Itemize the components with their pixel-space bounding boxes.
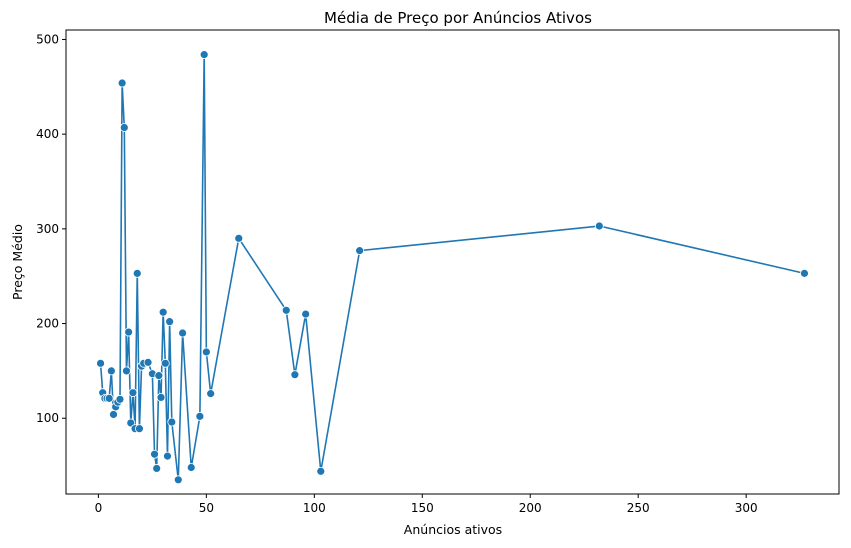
y-tick-label: 500 (36, 32, 59, 46)
x-tick-label: 0 (95, 501, 103, 515)
data-point (186, 463, 196, 472)
data-point (109, 410, 118, 419)
data-point (154, 371, 164, 381)
data-point (234, 233, 244, 243)
data-point (132, 268, 142, 278)
x-tick-label: 200 (519, 501, 542, 515)
data-point (178, 328, 187, 338)
x-tick-label: 150 (411, 501, 434, 515)
x-axis-label: Anúncios ativos (404, 522, 502, 537)
data-point (143, 357, 153, 367)
chart-title: Média de Preço por Anúncios Ativos (324, 9, 592, 27)
data-point (152, 464, 162, 473)
data-point (165, 317, 175, 327)
data-point (160, 358, 170, 368)
data-point (316, 466, 326, 476)
data-point (122, 366, 131, 376)
data-point (115, 394, 125, 404)
x-tick-label: 100 (303, 501, 326, 515)
plot-marks (96, 50, 809, 485)
data-point (800, 268, 809, 278)
data-point (150, 449, 159, 459)
data-point (199, 50, 209, 60)
data-point (201, 347, 211, 357)
data-point (173, 475, 183, 485)
data-point (301, 309, 311, 319)
data-point (135, 424, 144, 434)
data-point (128, 388, 138, 398)
data-point (163, 451, 172, 461)
y-axis: 100 200 300 400 500 (36, 32, 66, 425)
x-tick-label: 50 (199, 501, 214, 515)
y-tick-label: 300 (36, 222, 59, 236)
data-point (206, 389, 216, 399)
data-point (124, 327, 134, 337)
data-point (281, 305, 291, 315)
plot-frame (65, 29, 840, 495)
data-point (167, 417, 177, 427)
data-point (195, 411, 205, 421)
x-tick-label: 300 (735, 501, 758, 515)
y-tick-label: 200 (36, 317, 59, 331)
y-tick-label: 100 (36, 411, 59, 425)
data-point (156, 393, 166, 402)
data-point (594, 221, 604, 231)
data-point (290, 370, 300, 380)
data-point (158, 307, 168, 317)
data-point (355, 246, 365, 256)
x-tick-label: 250 (627, 501, 650, 515)
data-point (104, 393, 114, 403)
data-point (106, 366, 116, 376)
series-line (99, 53, 805, 481)
data-point (119, 123, 129, 132)
data-point (96, 358, 105, 368)
x-axis: 0 50 100 150 200 250 300 (95, 494, 758, 515)
data-point (117, 78, 127, 88)
y-tick-label: 400 (36, 127, 59, 141)
y-axis-label: Preço Médio (10, 224, 25, 300)
